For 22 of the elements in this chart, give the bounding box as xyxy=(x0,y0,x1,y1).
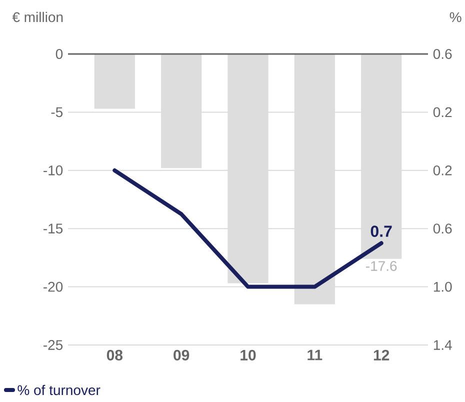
y-tick-label: -25 xyxy=(44,340,63,350)
y-tick-label: -15 xyxy=(44,224,63,234)
y-tick-label: -20 xyxy=(44,282,63,292)
x-tick-label: 10 xyxy=(240,350,256,360)
y2-axis-title: % xyxy=(450,12,462,22)
y2-tick-label: 1.4 xyxy=(434,340,452,350)
y2-tick-label: 0.6 xyxy=(433,49,452,59)
legend-label: % of turnover xyxy=(18,384,100,396)
x-tick-label: 08 xyxy=(106,350,123,360)
x-tick-label: 12 xyxy=(374,350,390,360)
y-tick-label: 0 xyxy=(56,49,63,59)
y2-tick-label: 1.0 xyxy=(434,282,452,292)
y2-tick-label: 0.2 xyxy=(433,107,452,118)
y2-tick-label: 0.6 xyxy=(433,224,452,234)
y-tick-label: -10 xyxy=(44,165,63,176)
y2-tick-label: 0.2 xyxy=(433,165,452,176)
x-tick-label: 09 xyxy=(174,350,190,360)
data-label: 0.7 xyxy=(370,226,392,237)
y-axis-title: € million xyxy=(12,12,63,22)
x-tick-label: 11 xyxy=(308,350,322,360)
data-label: -17.6 xyxy=(366,261,397,271)
y-tick-label: -5 xyxy=(51,107,63,118)
